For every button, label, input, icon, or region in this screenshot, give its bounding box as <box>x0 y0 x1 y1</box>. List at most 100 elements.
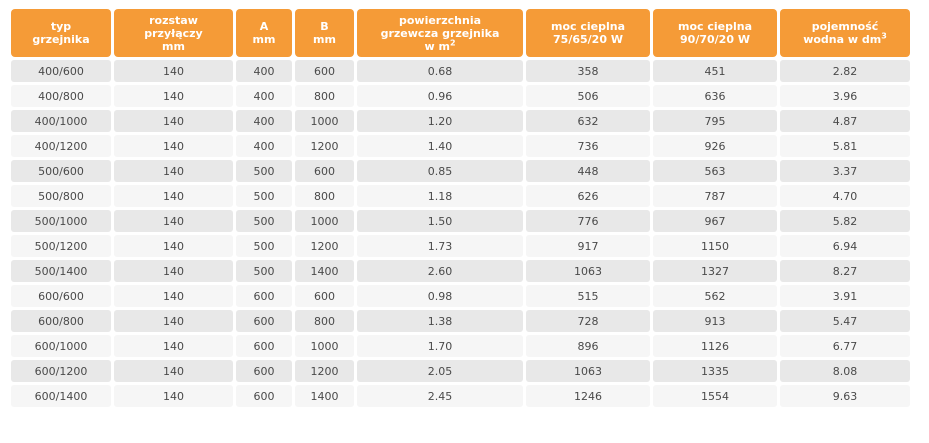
table-cell: 1000 <box>295 110 354 132</box>
table-cell: 140 <box>114 85 233 107</box>
header-moc-90: moc cieplna 90/70/20 W <box>653 9 777 57</box>
table-cell: 1246 <box>526 385 650 407</box>
table-cell: 1200 <box>295 135 354 157</box>
header-moc-75: moc cieplna 75/65/20 W <box>526 9 650 57</box>
header-line: mm <box>162 39 185 53</box>
table-cell: 8.27 <box>780 260 910 282</box>
table-cell: 600 <box>295 285 354 307</box>
table-cell: 140 <box>114 260 233 282</box>
table-cell: 776 <box>526 210 650 232</box>
table-cell: 0.96 <box>357 85 523 107</box>
table-cell: 600 <box>236 335 292 357</box>
table-cell: 1.40 <box>357 135 523 157</box>
table-cell: 500/600 <box>11 160 111 182</box>
table-cell: 1400 <box>295 385 354 407</box>
header-line: wodna w dm <box>803 33 882 46</box>
table-row: 500/1200 140 500 1200 1.73 917 1150 6.94 <box>11 235 910 257</box>
header-line: 90/70/20 W <box>680 33 750 46</box>
table-row: 600/1200 140 600 1200 2.05 1063 1335 8.08 <box>11 360 910 382</box>
header-line: grzewcza grzejnika <box>380 26 500 40</box>
table-cell: 1000 <box>295 335 354 357</box>
table-row: 600/600 140 600 600 0.98 515 562 3.91 <box>11 285 910 307</box>
table-cell: 600/1400 <box>11 385 111 407</box>
table-cell: 140 <box>114 235 233 257</box>
table-cell: 400 <box>236 135 292 157</box>
table-cell: 6.77 <box>780 335 910 357</box>
table-cell: 140 <box>114 135 233 157</box>
table-row: 600/800 140 600 800 1.38 728 913 5.47 <box>11 310 910 332</box>
table-cell: 400 <box>236 110 292 132</box>
table-row: 500/600 140 500 600 0.85 448 563 3.37 <box>11 160 910 182</box>
header-line: 75/65/20 W <box>553 33 623 46</box>
table-cell: 600 <box>236 285 292 307</box>
table-cell: 500/800 <box>11 185 111 207</box>
table-cell: 8.08 <box>780 360 910 382</box>
table-cell: 600/1200 <box>11 360 111 382</box>
table-cell: 563 <box>653 160 777 182</box>
table-cell: 1335 <box>653 360 777 382</box>
table-cell: 2.05 <box>357 360 523 382</box>
table-cell: 736 <box>526 135 650 157</box>
table-row: 500/800 140 500 800 1.18 626 787 4.70 <box>11 185 910 207</box>
table-cell: 140 <box>114 385 233 407</box>
header-line: moc cieplna <box>677 20 753 33</box>
table-cell: 896 <box>526 335 650 357</box>
table-cell: 600 <box>295 160 354 182</box>
table-cell: 2.60 <box>357 260 523 282</box>
table-cell: 600 <box>236 385 292 407</box>
table-cell: 2.82 <box>780 60 910 82</box>
table-cell: 600 <box>295 60 354 82</box>
table-row: 600/1400 140 600 1400 2.45 1246 1554 9.63 <box>11 385 910 407</box>
table-cell: 500 <box>236 185 292 207</box>
table-cell: 448 <box>526 160 650 182</box>
table-cell: 600 <box>236 310 292 332</box>
table-row: 400/1000 140 400 1000 1.20 632 795 4.87 <box>11 110 910 132</box>
table-cell: 400/1200 <box>11 135 111 157</box>
table-cell: 1063 <box>526 260 650 282</box>
table-cell: 632 <box>526 110 650 132</box>
table-cell: 140 <box>114 210 233 232</box>
table-cell: 9.63 <box>780 385 910 407</box>
table-cell: 600/800 <box>11 310 111 332</box>
table-cell: 5.81 <box>780 135 910 157</box>
table-cell: 1.50 <box>357 210 523 232</box>
table-cell: 3.91 <box>780 285 910 307</box>
table-cell: 500 <box>236 210 292 232</box>
header-line: moc cieplna <box>550 20 626 33</box>
table-cell: 600/1000 <box>11 335 111 357</box>
table-row: 400/600 140 400 600 0.68 358 451 2.82 <box>11 60 910 82</box>
header-line: B <box>320 20 329 33</box>
table-cell: 4.87 <box>780 110 910 132</box>
header-pojemnosc: pojemność wodna w dm3 <box>780 9 910 57</box>
table-cell: 800 <box>295 310 354 332</box>
table-cell: 506 <box>526 85 650 107</box>
table-row: 400/800 140 400 800 0.96 506 636 3.96 <box>11 85 910 107</box>
table-cell: 500/1400 <box>11 260 111 282</box>
table-cell: 1200 <box>295 360 354 382</box>
table-cell: 140 <box>114 160 233 182</box>
table-cell: 6.94 <box>780 235 910 257</box>
table-cell: 400/600 <box>11 60 111 82</box>
table-cell: 1150 <box>653 235 777 257</box>
table-cell: 562 <box>653 285 777 307</box>
table-cell: 140 <box>114 60 233 82</box>
table-cell: 3.37 <box>780 160 910 182</box>
table-cell: 140 <box>114 110 233 132</box>
table-row: 500/1400 140 500 1400 2.60 1063 1327 8.27 <box>11 260 910 282</box>
table-cell: 358 <box>526 60 650 82</box>
table-cell: 5.82 <box>780 210 910 232</box>
header-superscript: 2 <box>449 37 456 47</box>
table-cell: 5.47 <box>780 310 910 332</box>
table-cell: 1.70 <box>357 335 523 357</box>
table-cell: 400/800 <box>11 85 111 107</box>
table-cell: 515 <box>526 285 650 307</box>
table-cell: 500/1000 <box>11 210 111 232</box>
table-row: 600/1000 140 600 1000 1.70 896 1126 6.77 <box>11 335 910 357</box>
table-cell: 500 <box>236 235 292 257</box>
table-cell: 400/1000 <box>11 110 111 132</box>
